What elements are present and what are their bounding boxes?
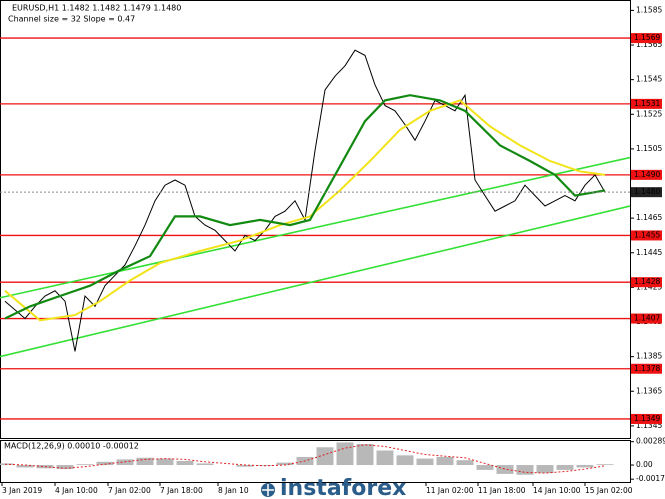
subtitle: Channel size = 32 Slope = 0.47 <box>8 15 135 24</box>
macd-y-tick-label: 0.00289 <box>636 437 665 446</box>
macd-bar <box>536 465 554 474</box>
level-label-box <box>631 169 662 180</box>
macd-y-tick-label: -0.00175 <box>636 474 665 483</box>
level-label: 1.1407 <box>634 314 660 323</box>
trendline <box>0 205 630 358</box>
level-label: 1.1349 <box>634 414 660 423</box>
level-label: 1.1531 <box>634 99 660 108</box>
trendline <box>0 156 630 299</box>
x-tick-label: 7 Jan 18:00 <box>160 486 203 495</box>
y-tick-label: 1.1505 <box>636 144 662 153</box>
macd-bar <box>576 465 594 468</box>
x-tick-label: 8 Jan 10 <box>218 486 249 495</box>
level-label: 1.1428 <box>634 277 660 286</box>
level-label: 1.1569 <box>634 33 660 42</box>
macd-bar <box>516 465 534 475</box>
y-tick-label: 1.1465 <box>636 213 662 222</box>
macd-bar <box>496 465 514 474</box>
macd-bar <box>16 465 34 468</box>
macd-title: MACD(12,26,9) 0.00010 -0.00012 <box>4 442 139 451</box>
macd-bar <box>596 464 614 466</box>
macd-bar <box>396 455 414 466</box>
macd-signal <box>4 444 606 474</box>
level-label-box <box>631 98 662 109</box>
level-label-box <box>631 230 662 241</box>
macd-bar <box>476 465 494 470</box>
macd-bar <box>456 460 474 466</box>
y-tick-label: 1.1385 <box>636 352 662 361</box>
main-plot <box>0 37 630 420</box>
y-tick-label: 1.1445 <box>636 248 662 257</box>
macd-y-tick-label: 0.00 <box>636 460 653 469</box>
macd-bar <box>336 442 354 466</box>
macd-bar <box>376 450 394 466</box>
watermark-logo <box>261 483 275 497</box>
level-label-box <box>631 363 662 374</box>
macd-bar <box>236 465 254 467</box>
level-label: 1.1455 <box>634 230 660 239</box>
macd-bar <box>356 444 374 466</box>
macd-bar <box>56 465 74 470</box>
macd-bar <box>436 456 454 466</box>
y-tick-label: 1.1345 <box>636 421 662 430</box>
y-tick-label: 1.1365 <box>636 386 662 395</box>
level-label-box <box>631 413 662 424</box>
macd-plot <box>0 442 614 475</box>
y-tick-label: 1.1565 <box>636 40 662 49</box>
main-frame <box>0 0 631 439</box>
macd-frame <box>0 440 631 483</box>
macd-bar <box>316 447 334 466</box>
axes: 1.1585 1.1565 1.1545 1.1525 1.1505 1.1465 1.14… <box>1 5 665 495</box>
level-label-box <box>631 277 662 288</box>
price-line <box>4 49 606 352</box>
macd-bar <box>156 458 174 466</box>
x-tick-label: 11 Jan 18:00 <box>478 486 526 495</box>
macd-bar <box>136 457 154 466</box>
watermark: instaforex <box>280 476 406 499</box>
level-label: 1.1378 <box>634 364 660 373</box>
macd-bar <box>96 461 114 466</box>
fast-ma <box>4 94 606 320</box>
macd-bar <box>416 458 434 466</box>
x-tick-label: 15 Jan 02:00 <box>585 486 633 495</box>
level-label: 1.1490 <box>634 170 660 179</box>
x-tick-label: 7 Jan 02:00 <box>108 486 151 495</box>
x-tick-label: 4 Jan 10:00 <box>55 486 98 495</box>
slow-ma <box>4 99 606 322</box>
macd-bar <box>556 465 574 470</box>
current-price-box <box>631 187 662 198</box>
x-tick-label: 3 Jan 2019 <box>2 486 42 495</box>
y-tick-label: 1.1585 <box>636 5 662 14</box>
y-tick-label: 1.1545 <box>636 75 662 84</box>
y-tick-label: 1.1525 <box>636 109 662 118</box>
x-tick-label: 11 Jan 02:00 <box>426 486 474 495</box>
macd-bar <box>176 461 194 466</box>
level-label-box <box>631 313 662 324</box>
current-price-label: 1.1480 <box>634 187 660 196</box>
level-label-box <box>631 33 662 44</box>
header: EURUSD,H1 1.1482 1.1482 1.1479 1.1480 <box>12 4 181 13</box>
macd-bar <box>196 463 214 466</box>
x-tick-label: 14 Jan 10:00 <box>533 486 581 495</box>
macd-bar <box>76 464 94 466</box>
macd-bar <box>276 462 294 466</box>
